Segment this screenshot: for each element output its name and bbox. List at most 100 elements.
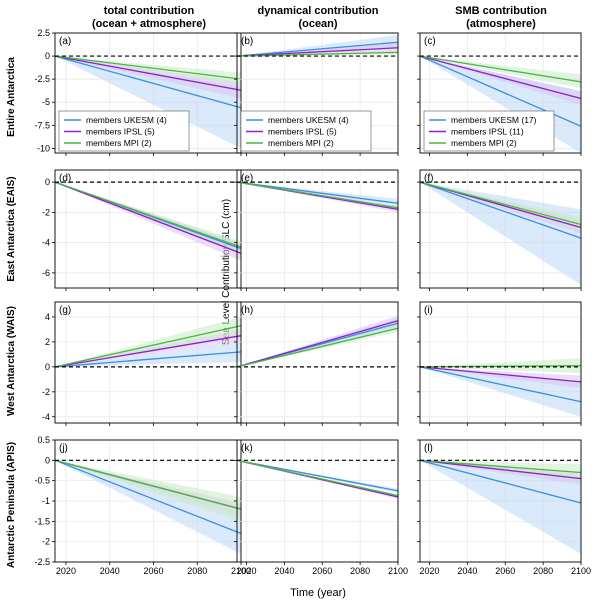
panel-label: (b) — [241, 36, 253, 47]
x-tick-label: 2020 — [236, 566, 256, 576]
series-line-ukesm — [54, 55, 242, 109]
series-line-mpi — [236, 51, 399, 57]
y-tick-label: -2.5 — [34, 74, 50, 84]
x-tick-label: 2060 — [143, 566, 163, 576]
series-line-ukesm — [54, 351, 242, 368]
series-line-mpi — [419, 459, 582, 474]
band-mpi — [55, 460, 241, 522]
y-tick-label: -2.5 — [34, 557, 50, 567]
column-title-total-line2: (ocean + atmosphere) — [92, 18, 206, 30]
x-tick-label: 2040 — [274, 566, 294, 576]
legend-label-mpi: members MPI (2) — [451, 138, 517, 148]
band-ukesm — [237, 460, 398, 493]
y-tick-label: -4 — [42, 412, 50, 422]
series-line-ipsl — [236, 47, 399, 57]
y-tick-label: 0 — [45, 177, 50, 187]
y-tick-label: -4 — [42, 238, 50, 248]
series-line-ipsl — [419, 459, 582, 480]
panel-d: 0 -2 -4 -6 (d) — [42, 169, 242, 291]
x-tick-label: 2040 — [100, 566, 120, 576]
series-line-ukesm — [236, 41, 399, 57]
series-line-mpi — [54, 325, 242, 368]
band-mpi — [55, 316, 241, 367]
band-ipsl — [55, 56, 241, 99]
band-ukesm — [420, 56, 581, 153]
panel-label: (a) — [59, 36, 71, 47]
x-tick-label: 2040 — [457, 566, 477, 576]
y-tick-label: 0 — [45, 51, 50, 61]
panel-a: 2.50-2.5-5-7.5-10(a)members UKESM (4)mem… — [34, 28, 242, 156]
plot-frame — [419, 301, 582, 424]
legend-label-ipsl: members IPSL (5) — [268, 127, 337, 137]
panel-label: (f) — [424, 173, 433, 184]
series-line-ukesm — [419, 366, 582, 403]
legend: members UKESM (17) members IPSL (11)membe… — [423, 110, 555, 152]
plot-frame — [54, 32, 242, 154]
band-ukesm — [55, 460, 241, 554]
x-tick-label: 2060 — [495, 566, 515, 576]
legend: members UKESM (4) members IPSL (5)members… — [240, 110, 372, 152]
series-line-mpi — [419, 55, 582, 83]
panels-group: 2.5 0 -2.5 -5 -7.5 -1 0 (a) members UKESM (4)mem… — [34, 28, 591, 576]
series-line-mpi — [236, 181, 399, 209]
series-line-ukesm — [236, 459, 399, 492]
series-line-ukesm — [419, 459, 582, 504]
panel-label: (k) — [241, 443, 253, 454]
series-line-mpi — [54, 55, 242, 80]
series-line-mpi — [236, 327, 399, 368]
panel-f: (f) — [417, 169, 582, 291]
y-tick-label: -1 — [42, 496, 50, 506]
band-ipsl — [420, 366, 581, 389]
legend-label-ipsl: members IPSL (11) — [451, 127, 524, 137]
panel-g: 4 2 0 -2 -4 (g) — [42, 301, 242, 426]
plot-frame — [419, 32, 582, 154]
y-tick-label: -2 — [42, 207, 50, 217]
series-line-ipsl — [419, 366, 582, 383]
legend-label-ukesm: members UKESM (17) — [451, 115, 537, 125]
panel-label: (c) — [424, 36, 436, 47]
panel-j: 0.5 0 -0.5 -1 -1.5 -2 -2.5 2020 2040 2060 2080 2100… — [34, 435, 251, 576]
panel-label: (h) — [241, 305, 253, 316]
panel-k: 2020 2040 2060 2080 2100 (k) — [234, 439, 408, 576]
panel-b: (b) members UKESM (4) members IPSL (5)memb… — [234, 32, 399, 156]
legend-label-ipsl: members IPSL (5) — [86, 127, 155, 137]
y-tick-label: 4 — [45, 312, 50, 322]
y-tick-label: -5 — [42, 97, 50, 107]
band-ipsl — [420, 460, 581, 485]
row-title-west-antarctica: West Antarctica (WAIS) — [6, 306, 17, 416]
plot-frame — [54, 169, 242, 289]
column-title-total-line1: total contribution — [104, 5, 195, 17]
y-tick-label: 2.5 — [37, 28, 50, 38]
y-tick-label: -2 — [42, 387, 50, 397]
band-ukesm — [420, 182, 581, 285]
column-title-smb-line1: SMB contribution — [455, 5, 547, 17]
panel-l: 2020 2040 2060 2080 2100 (l) — [417, 439, 591, 576]
band-ukesm — [55, 341, 241, 367]
series-line-ipsl — [236, 320, 399, 368]
series-line-ukesm — [419, 181, 582, 239]
band-ipsl — [237, 315, 398, 367]
series-line-ipsl — [54, 181, 242, 254]
band-mpi — [420, 56, 581, 89]
panel-label: (e) — [241, 173, 253, 184]
band-mpi — [420, 182, 581, 231]
y-tick-label: -7.5 — [34, 120, 50, 130]
band-ukesm — [420, 460, 581, 554]
x-tick-label: 2080 — [533, 566, 553, 576]
column-title-dynamical-line2: (ocean) — [298, 18, 337, 30]
plot-frame — [236, 301, 399, 424]
x-tick-label: 2020 — [56, 566, 76, 576]
panel-e: (e) — [234, 169, 399, 291]
y-tick-label: 0.5 — [37, 435, 50, 445]
x-tick-label: 2080 — [187, 566, 207, 576]
series-line-mpi — [236, 459, 399, 497]
x-tick-label: 2080 — [350, 566, 370, 576]
legend-label-mpi: members MPI (2) — [86, 138, 152, 148]
panel-h: (h) — [234, 301, 399, 426]
row-title-antarctic-peninsula: Antarctic Peninsula (APIS) — [6, 442, 17, 568]
series-line-ukesm — [236, 181, 399, 204]
series-line-ukesm — [54, 459, 242, 535]
column-title-smb-line2: (atmosphere) — [466, 18, 536, 30]
